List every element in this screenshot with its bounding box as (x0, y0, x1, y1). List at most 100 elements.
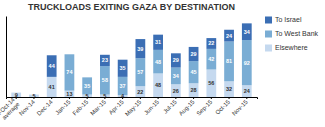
data-label: 24 (226, 33, 233, 39)
bar (135, 39, 145, 58)
x-tick-mark (229, 97, 230, 99)
data-label: 44 (49, 63, 56, 69)
x-tick-mark (33, 97, 34, 99)
x-tick: Jun-15 (143, 97, 161, 116)
x-tick-label: Apr-15 (108, 98, 125, 115)
title: TRUCKLOADS EXITING GAZA BY DESTINATION (28, 2, 235, 12)
bar (242, 40, 252, 85)
data-label: 48 (155, 82, 161, 88)
x-tick: Mar-15 (89, 97, 107, 117)
data-label: 41 (49, 84, 55, 90)
legend-item: To Israel (265, 16, 302, 23)
x-tick: Apr-15 (108, 97, 125, 116)
legend-item: Elsewhere (265, 44, 308, 51)
x-tick-label-line: Jan-15 (54, 98, 72, 116)
bar (171, 84, 181, 97)
x-tick-mark (140, 97, 141, 99)
bar (135, 58, 145, 86)
data-label: 81 (226, 58, 232, 64)
x-tick-label-line: Mar-15 (89, 98, 107, 116)
x-tick-label: Jan-15 (54, 98, 72, 116)
bar (189, 83, 199, 97)
data-label: 58 (102, 77, 108, 83)
data-label: 4 (121, 93, 125, 99)
x-tick-mark (104, 97, 105, 99)
data-label: 29 (191, 51, 197, 57)
bar (206, 70, 216, 97)
x-tick: Jul-15 (162, 97, 178, 115)
x-tick: Oct-15 (214, 97, 231, 116)
x-tick: Nov-14 (18, 97, 36, 117)
data-label: 57 (137, 69, 143, 75)
bar (153, 35, 163, 50)
bar (153, 73, 163, 97)
legend: To Israel To West Bank Elsewhere (265, 16, 319, 51)
legend-swatch (265, 45, 272, 52)
data-label: 39 (137, 46, 143, 52)
x-tick-label-line: average (1, 101, 21, 121)
x-tick-label-line: Nov-15 (231, 98, 249, 116)
x-tick-mark (246, 97, 247, 99)
data-label: 45 (191, 69, 197, 75)
data-label: 74 (66, 69, 73, 75)
x-tick: Jan-Oct-14average (0, 96, 21, 126)
data-label: 34 (173, 73, 180, 79)
bar (206, 49, 216, 70)
bar (189, 61, 199, 83)
legend-item: To West Bank (265, 30, 319, 37)
x-tick-label: Oct-15 (214, 98, 231, 115)
bar (135, 86, 145, 97)
x-tick-label-line: Sep-15 (195, 98, 213, 116)
x-tick-label-line: Apr-15 (108, 98, 125, 115)
bar (171, 53, 181, 67)
x-tick-label-line: Nov-14 (18, 98, 36, 116)
bar (242, 85, 252, 97)
x-tick-label: Nov-15 (231, 98, 249, 116)
data-label: 37 (120, 83, 126, 89)
x-tick-label-line: Jul-15 (162, 98, 178, 114)
data-label: 92 (244, 60, 250, 66)
x-axis-line (7, 98, 258, 100)
legend-label: To West Bank (275, 30, 319, 37)
bar (224, 81, 234, 97)
x-tick-label: Nov-14 (18, 98, 36, 116)
bar (82, 77, 92, 78)
bar (171, 68, 181, 85)
bar (206, 38, 216, 49)
bar (242, 23, 252, 40)
bar (189, 47, 199, 61)
x-tick-label-line: Aug-15 (178, 98, 196, 116)
x-tick-mark (16, 97, 17, 99)
bar (11, 93, 21, 97)
x-tick-label: Jun-15 (143, 98, 161, 116)
x-tick-label: Feb-15 (72, 98, 90, 116)
x-tick-label-line: Feb-15 (72, 98, 90, 116)
x-tick-label: May-15 (124, 98, 143, 117)
data-label: 26 (173, 88, 179, 94)
x-axis: Jan-Oct-14averageNov-14Dec-14Jan-15Feb-1… (0, 96, 257, 126)
x-tick: Aug-15 (178, 97, 196, 117)
data-label: 28 (191, 87, 197, 93)
x-tick-label-line: May-15 (124, 98, 143, 117)
data-label: 22 (208, 40, 214, 46)
x-tick-mark (158, 97, 159, 99)
x-tick-label: Jul-15 (162, 98, 178, 114)
x-tick-mark (69, 97, 70, 99)
data-label: 24 (244, 88, 251, 94)
x-tick: Feb-15 (72, 97, 90, 117)
data-label: 42 (208, 56, 214, 62)
data-label: 56 (208, 80, 214, 86)
bar (100, 66, 110, 94)
legend-swatch (265, 31, 272, 38)
data-label: 22 (137, 89, 143, 95)
x-tick-label: Dec-14 (36, 98, 54, 116)
x-tick-mark (193, 97, 194, 99)
x-tick: May-15 (124, 97, 143, 117)
legend-label: Elsewhere (275, 44, 308, 51)
x-tick-label-line: Dec-14 (36, 98, 54, 116)
x-tick-label: Sep-15 (195, 98, 213, 116)
bar (100, 55, 110, 66)
y-axis (6, 17, 7, 98)
x-tick-label: Jan-Oct-14average (0, 96, 21, 126)
y-axis-line (6, 17, 7, 98)
